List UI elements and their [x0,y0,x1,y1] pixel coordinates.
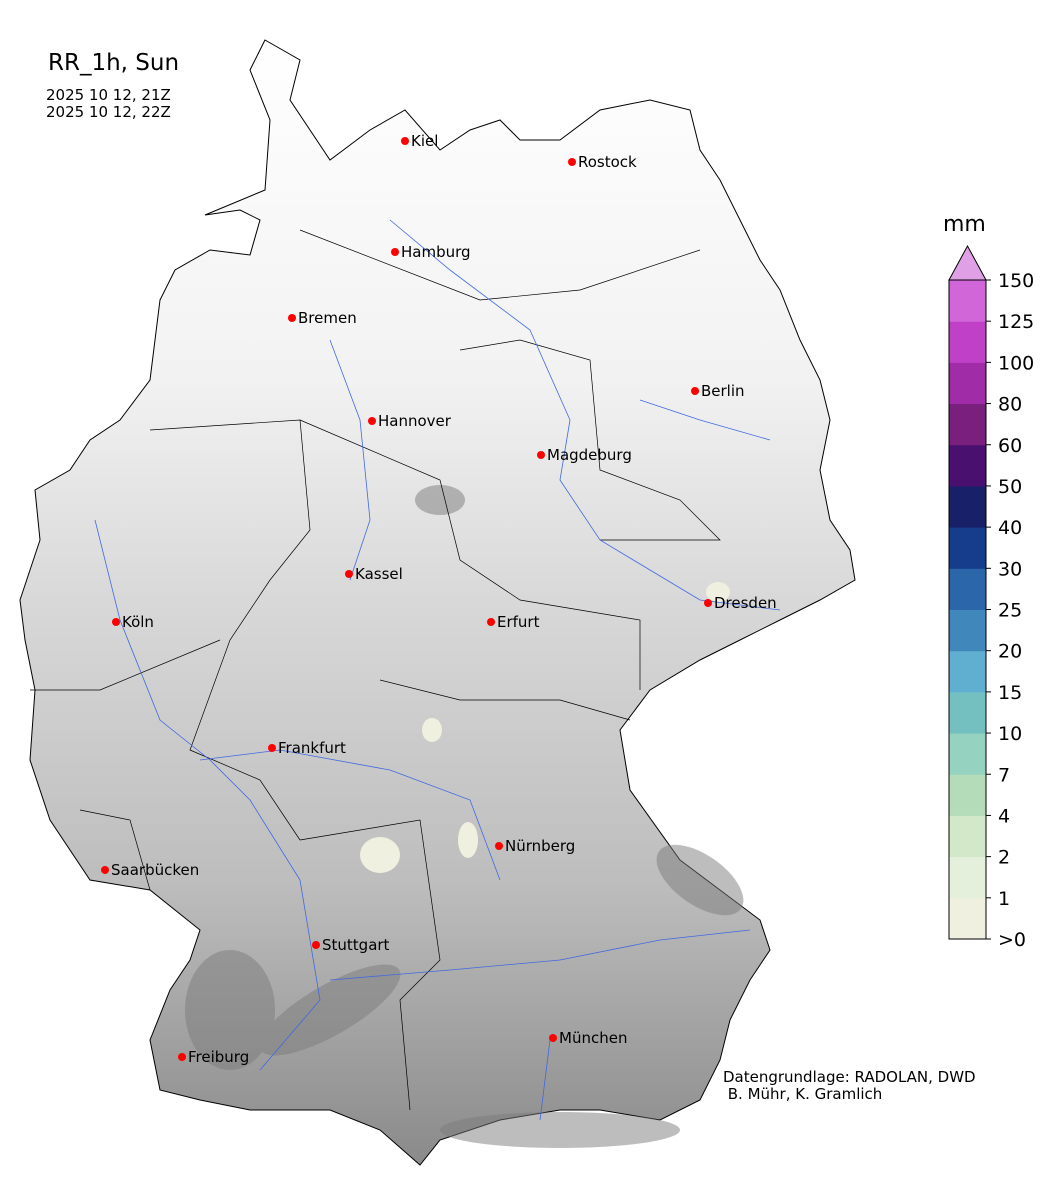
city-erfurt: Erfurt [487,613,540,631]
city-marker [345,570,353,578]
city-label: Hannover [378,412,452,430]
city-marker [537,451,545,459]
city-magdeburg: Magdeburg [537,446,632,464]
city-label: Frankfurt [278,739,346,757]
city-dresden: Dresden [704,594,777,612]
city-label: Saarbücken [111,861,199,879]
city-marker [101,866,109,874]
city-berlin: Berlin [691,382,745,400]
city-nürnberg: Nürnberg [495,837,575,855]
city-stuttgart: Stuttgart [312,936,390,954]
dark-terrain-patches [185,485,744,1148]
city-label: Erfurt [497,613,540,631]
city-label: Dresden [714,594,777,612]
city-marker [268,744,276,752]
city-label: München [559,1029,627,1047]
city-marker [178,1053,186,1061]
city-saarbücken: Saarbücken [101,861,199,879]
city-marker [691,387,699,395]
city-marker [312,941,320,949]
city-bremen: Bremen [288,309,357,327]
rivers [94,219,781,1121]
city-frankfurt: Frankfurt [268,739,346,757]
city-label: Magdeburg [547,446,632,464]
city-label: Freiburg [188,1048,249,1066]
data-credit: Datengrundlage: RADOLAN, DWD B. Mühr, K.… [723,1068,976,1103]
city-hannover: Hannover [368,412,452,430]
city-köln: Köln [112,613,154,631]
city-label: Hamburg [401,243,471,261]
germany-outline [19,39,856,1166]
city-marker [549,1034,557,1042]
city-kassel: Kassel [345,565,403,583]
city-label: Berlin [701,382,745,400]
city-marker [495,842,503,850]
city-rostock: Rostock [568,153,637,171]
colorbar-unit: mm [943,212,986,237]
city-kiel: Kiel [401,132,438,150]
city-marker [391,248,399,256]
city-marker [368,417,376,425]
city-münchen: München [549,1029,627,1047]
city-marker [401,137,409,145]
light-precip-patches [360,582,730,873]
city-marker [704,599,712,607]
city-label: Kiel [411,132,438,150]
city-freiburg: Freiburg [178,1048,249,1066]
city-marker [487,618,495,626]
city-label: Köln [122,613,154,631]
time-start: 2025 10 12, 21Z [46,86,171,104]
city-marker [288,314,296,322]
time-end: 2025 10 12, 22Z [46,103,171,121]
city-label: Bremen [298,309,357,327]
map-title: RR_1h, Sun [48,50,180,76]
city-hamburg: Hamburg [391,243,471,261]
city-marker [568,158,576,166]
city-label: Stuttgart [322,936,390,954]
state-borders [30,229,721,1111]
city-label: Kassel [355,565,403,583]
city-marker [112,618,120,626]
city-label: Nürnberg [505,837,575,855]
city-label: Rostock [578,153,637,171]
